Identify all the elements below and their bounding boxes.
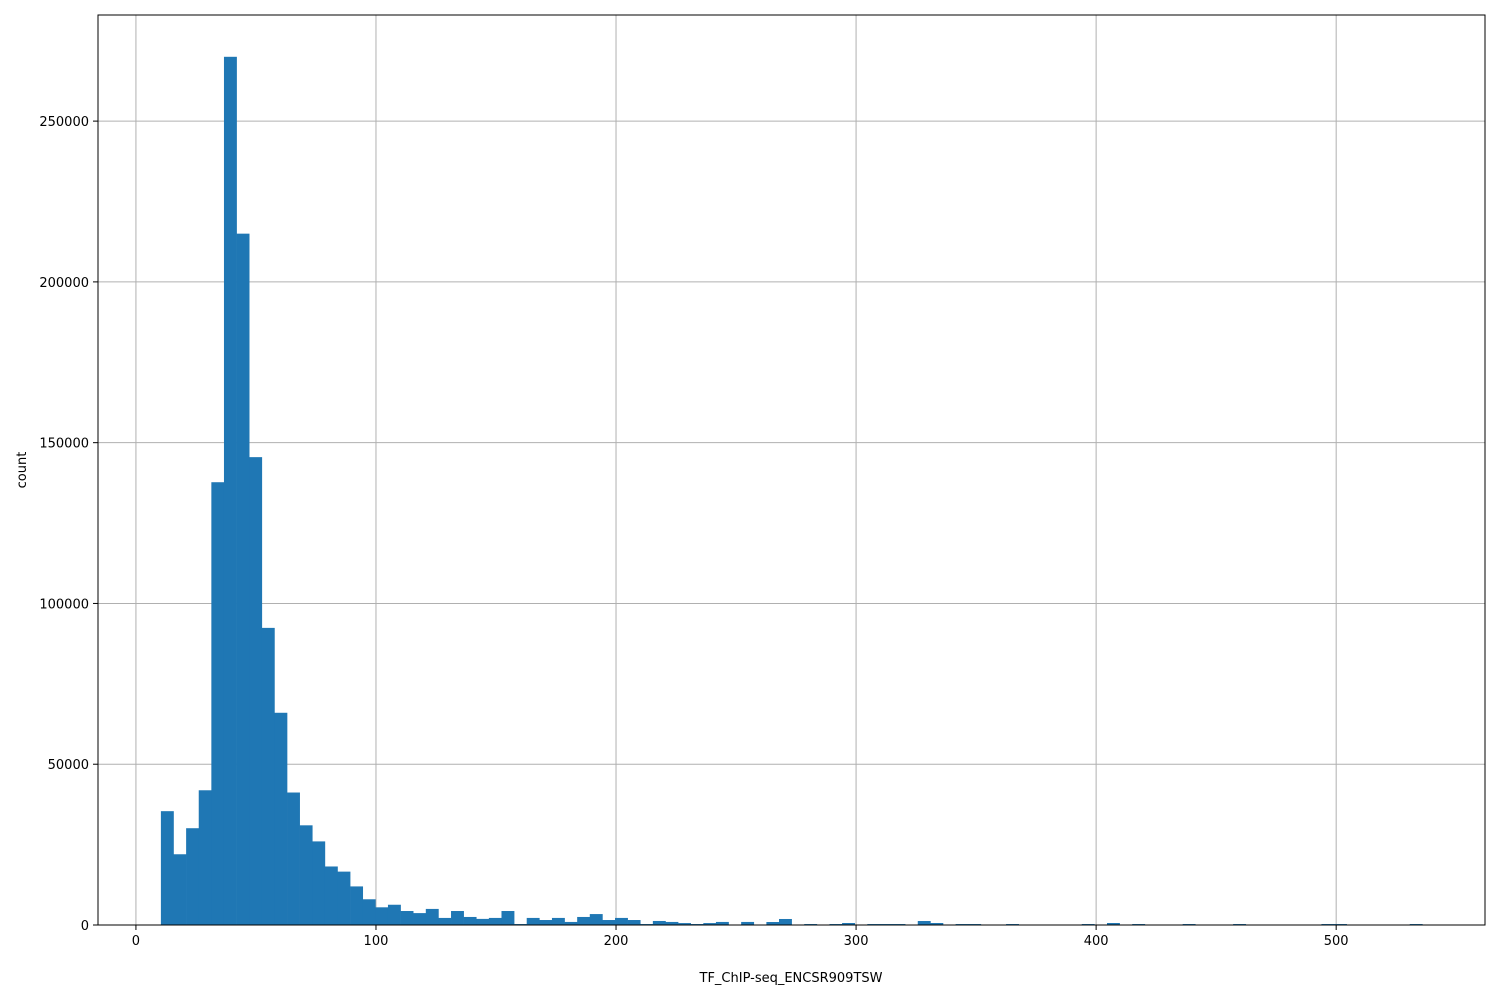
histogram-bar — [198, 790, 212, 925]
histogram-bar — [665, 921, 679, 925]
x-tick-label: 100 — [364, 934, 389, 949]
histogram-bar — [236, 233, 250, 926]
histogram-bar — [564, 921, 578, 925]
x-tick-label: 200 — [604, 934, 629, 949]
histogram-bar — [211, 482, 225, 925]
histogram-bar — [842, 923, 855, 925]
histogram-bars — [160, 56, 1423, 926]
histogram-bar — [223, 56, 237, 925]
y-tick-label: 100000 — [39, 597, 89, 612]
y-axis-label: count — [15, 452, 30, 489]
histogram-bar — [551, 917, 565, 925]
histogram-bar — [312, 841, 326, 925]
histogram-bar — [425, 908, 439, 925]
x-axis-ticks: 0 100 200 300 400 500 — [132, 925, 1349, 949]
histogram-bar — [577, 916, 591, 925]
histogram-bar — [362, 899, 376, 925]
histogram-bar — [375, 907, 389, 925]
histogram-bar — [400, 911, 414, 925]
histogram-bar — [438, 917, 452, 925]
histogram-bar — [261, 627, 275, 925]
histogram-bar — [930, 923, 944, 925]
histogram-bar — [652, 920, 666, 925]
histogram-bar — [476, 918, 490, 925]
histogram-bar — [779, 918, 792, 925]
histogram-bar — [299, 825, 313, 925]
grid — [98, 15, 1485, 926]
histogram-bar — [539, 920, 553, 925]
histogram-bar — [274, 712, 288, 925]
x-axis-label: TF_ChIP-seq_ENCSR909TSW — [699, 971, 883, 986]
histogram-bar — [186, 828, 200, 925]
histogram-bar — [160, 811, 174, 925]
histogram-bar — [766, 922, 780, 925]
x-tick-label: 0 — [132, 934, 140, 949]
histogram-bar — [917, 921, 931, 925]
histogram-bar — [615, 917, 628, 925]
x-tick-label: 400 — [1084, 934, 1109, 949]
histogram-bar — [627, 920, 641, 925]
histogram-bar — [501, 911, 515, 925]
histogram-bar — [463, 916, 477, 925]
axes-frame — [97, 14, 1486, 926]
histogram-bar — [451, 911, 464, 925]
histogram-bar — [1106, 923, 1120, 925]
y-tick-label: 150000 — [39, 437, 89, 452]
histogram-bar — [387, 904, 401, 925]
y-tick-label: 250000 — [39, 115, 89, 130]
y-tick-label: 0 — [81, 919, 89, 934]
y-tick-label: 50000 — [48, 758, 89, 773]
histogram-bar — [526, 917, 540, 925]
histogram-bar — [324, 866, 338, 925]
histogram-bar — [678, 923, 692, 925]
histogram-bar — [488, 917, 502, 925]
histogram-bar — [249, 457, 263, 925]
x-tick-label: 500 — [1324, 934, 1349, 949]
x-tick-label: 300 — [844, 934, 869, 949]
y-axis-ticks: 0 50000 100000 150000 200000 250000 — [39, 115, 98, 934]
histogram-bar — [715, 921, 729, 925]
histogram-bar — [350, 886, 364, 925]
histogram-bar — [703, 923, 717, 925]
histogram-bar — [741, 921, 755, 925]
histogram-bar — [173, 854, 187, 925]
histogram-bar — [589, 914, 603, 925]
histogram-bar — [413, 913, 427, 925]
histogram-bar — [287, 792, 300, 925]
histogram-bar — [602, 920, 616, 925]
histogram-bar — [337, 871, 351, 925]
y-tick-label: 200000 — [39, 276, 89, 291]
